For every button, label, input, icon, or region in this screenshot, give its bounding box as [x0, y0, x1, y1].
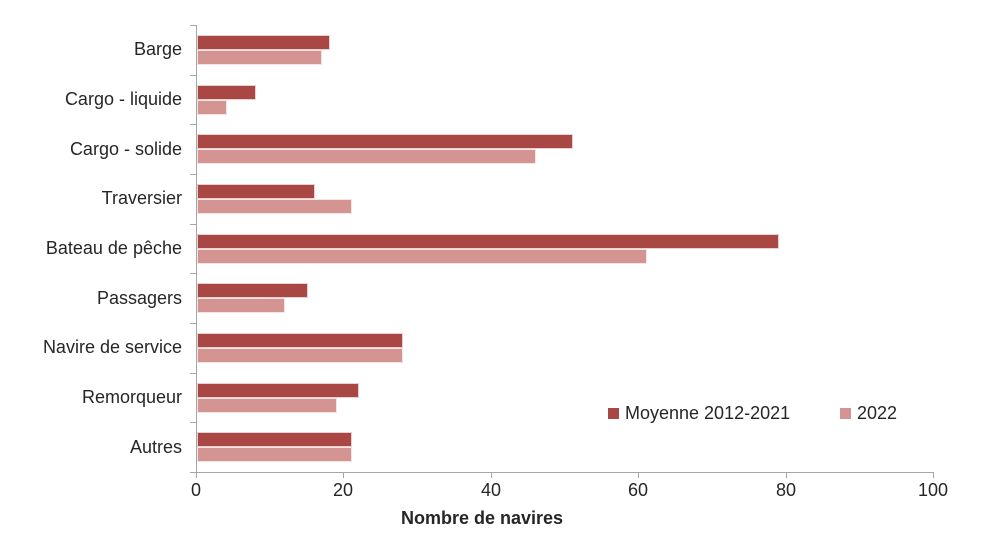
- bar-moyenne-2012-2021-barge: [197, 34, 330, 50]
- bar-2022-barge: [197, 49, 323, 65]
- bar-2022-cargo-liquide: [197, 99, 227, 115]
- y-axis-tick: [190, 472, 196, 473]
- y-axis-tick: [190, 174, 196, 175]
- y-axis-tick: [190, 273, 196, 274]
- bar-moyenne-2012-2021-traversier: [197, 183, 315, 199]
- category-label-passagers: Passagers: [96, 287, 182, 308]
- legend-item-moyenne-2012-2021: Moyenne 2012-2021: [608, 403, 790, 423]
- y-axis-tick: [190, 25, 196, 26]
- bar-moyenne-2012-2021-cargo-solide: [197, 134, 573, 150]
- y-axis-tick: [190, 373, 196, 374]
- x-axis-tick: [638, 472, 639, 478]
- bar-2022-cargo-solide: [197, 149, 536, 165]
- x-axis-tick: [343, 472, 344, 478]
- x-axis-line: [196, 472, 934, 473]
- x-axis-tick-label: 60: [627, 480, 649, 500]
- category-label-cargo-solide: Cargo - solide: [69, 138, 182, 159]
- category-label-barge: Barge: [133, 39, 182, 60]
- bar-2022-remorqueur: [197, 397, 337, 413]
- x-axis-tick-label: 80: [775, 480, 797, 500]
- bar-2022-autres: [197, 447, 352, 463]
- y-axis-tick: [190, 224, 196, 225]
- bar-2022-passagers: [197, 298, 286, 314]
- x-axis-tick-label: 0: [190, 480, 201, 500]
- x-axis-title: Nombre de navires: [400, 508, 564, 528]
- bar-moyenne-2012-2021-passagers: [197, 283, 308, 299]
- legend-swatch-moyenne-2012-2021: [608, 407, 619, 419]
- category-label-cargo-liquide: Cargo - liquide: [64, 88, 182, 109]
- x-axis-tick: [933, 472, 934, 478]
- bar-moyenne-2012-2021-cargo-liquide: [197, 84, 256, 100]
- y-axis-tick: [190, 323, 196, 324]
- category-label-remorqueur: Remorqueur: [81, 386, 182, 407]
- legend-item-2022: 2022: [840, 403, 897, 423]
- bar-moyenne-2012-2021-bateau-de-peche: [197, 233, 780, 249]
- x-axis-tick-label: 40: [480, 480, 502, 500]
- bar-moyenne-2012-2021-autres: [197, 432, 352, 448]
- legend-label-moyenne-2012-2021: Moyenne 2012-2021: [625, 402, 791, 423]
- y-axis-tick: [190, 422, 196, 423]
- x-axis-tick-label: 20: [332, 480, 354, 500]
- legend: Moyenne 2012-2021 2022: [0, 403, 1000, 423]
- y-axis-tick: [190, 124, 196, 125]
- bar-2022-traversier: [197, 198, 352, 214]
- x-axis-tick: [786, 472, 787, 478]
- bar-moyenne-2012-2021-remorqueur: [197, 382, 360, 398]
- bar-moyenne-2012-2021-navire-de-service: [197, 332, 404, 348]
- category-label-navire-de-service: Navire de service: [42, 337, 182, 358]
- category-label-traversier: Traversier: [101, 188, 182, 209]
- bar-2022-bateau-de-peche: [197, 248, 647, 264]
- legend-label-2022: 2022: [857, 402, 898, 423]
- category-label-autres: Autres: [129, 436, 182, 457]
- x-axis-tick-label: 100: [917, 480, 949, 500]
- y-axis-line: [196, 25, 197, 472]
- x-axis-tick: [196, 472, 197, 478]
- y-axis-tick: [190, 75, 196, 76]
- x-axis-tick: [491, 472, 492, 478]
- bar-2022-navire-de-service: [197, 347, 404, 363]
- category-label-bateau-de-peche: Bateau de pêche: [45, 237, 182, 258]
- legend-swatch-2022: [840, 407, 851, 419]
